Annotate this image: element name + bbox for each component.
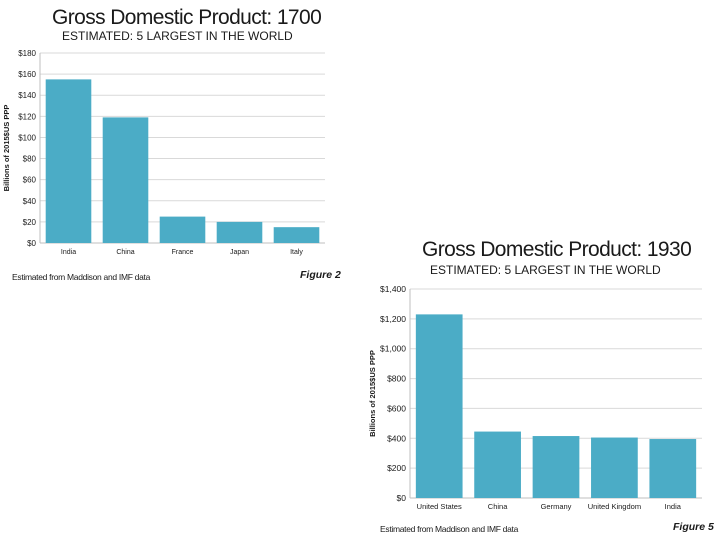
x-category-label: India — [665, 502, 682, 511]
x-category-label: India — [61, 249, 76, 256]
chart-panel-1700: Gross Domestic Product: 1700 ESTIMATED: … — [0, 0, 345, 290]
y-axis-title: Billions of 2015$US PPP — [368, 350, 377, 437]
y-tick-label: $160 — [18, 70, 36, 79]
bar-india — [45, 79, 92, 243]
x-category-label: Japan — [230, 249, 249, 256]
y-tick-label: $40 — [23, 197, 37, 206]
bar-italy — [273, 227, 320, 243]
x-category-label: United States — [417, 502, 462, 511]
y-tick-label: $80 — [23, 155, 37, 164]
y-tick-label: $1,200 — [380, 314, 406, 324]
bar-united-states — [415, 314, 463, 498]
x-category-label: France — [172, 249, 194, 256]
x-category-label: United Kingdom — [588, 502, 641, 511]
y-tick-label: $120 — [18, 112, 36, 121]
bar-japan — [216, 221, 263, 243]
bar-india — [649, 439, 697, 498]
x-category-label: China — [116, 249, 134, 256]
figure-label: Figure 5 — [673, 521, 714, 533]
y-tick-label: $100 — [18, 133, 36, 142]
y-tick-label: $600 — [387, 403, 406, 413]
y-tick-label: $20 — [23, 218, 37, 227]
y-tick-label: $1,400 — [380, 284, 406, 294]
chart-title: Gross Domestic Product: 1700 — [52, 6, 322, 29]
y-tick-label: $800 — [387, 374, 406, 384]
x-category-label: Germany — [541, 502, 572, 511]
bar-china — [474, 431, 521, 498]
source-note: Estimated from Maddison and IMF data — [380, 524, 519, 534]
bar-united-kingdom — [591, 437, 638, 498]
y-tick-label: $140 — [18, 91, 36, 100]
bar-germany — [532, 436, 580, 498]
y-tick-label: $1,000 — [380, 344, 406, 354]
bar-chart-1930: $0 $200 $400 $600 $800 $1,000 $1,200 $1,400 Bill… — [368, 284, 702, 511]
chart-panel-1930: Gross Domestic Product: 1930 ESTIMATED: … — [360, 232, 720, 540]
x-category-label: China — [488, 502, 508, 511]
y-tick-label: $400 — [387, 433, 406, 443]
y-tick-label: $180 — [18, 49, 36, 58]
y-tick-label: $60 — [23, 176, 37, 185]
chart-title: Gross Domestic Product: 1930 — [422, 238, 692, 261]
y-tick-label: $0 — [397, 493, 407, 503]
figure-label: Figure 2 — [300, 269, 341, 281]
y-axis-title: Billions of 2015$US PPP — [2, 105, 11, 192]
x-category-label: Italy — [290, 249, 303, 256]
bar-chart-1700: $0 $20 $40 $60 $80 $100 $120 $140 $160 $180 Billio… — [2, 49, 325, 256]
bar-france — [159, 216, 206, 243]
y-tick-label: $200 — [387, 463, 406, 473]
chart-subtitle: ESTIMATED: 5 LARGEST IN THE WORLD — [430, 263, 661, 277]
bar-china — [102, 117, 149, 243]
source-note: Estimated from Maddison and IMF data — [12, 272, 151, 282]
y-tick-label: $0 — [27, 239, 36, 248]
chart-subtitle: ESTIMATED: 5 LARGEST IN THE WORLD — [62, 29, 293, 43]
